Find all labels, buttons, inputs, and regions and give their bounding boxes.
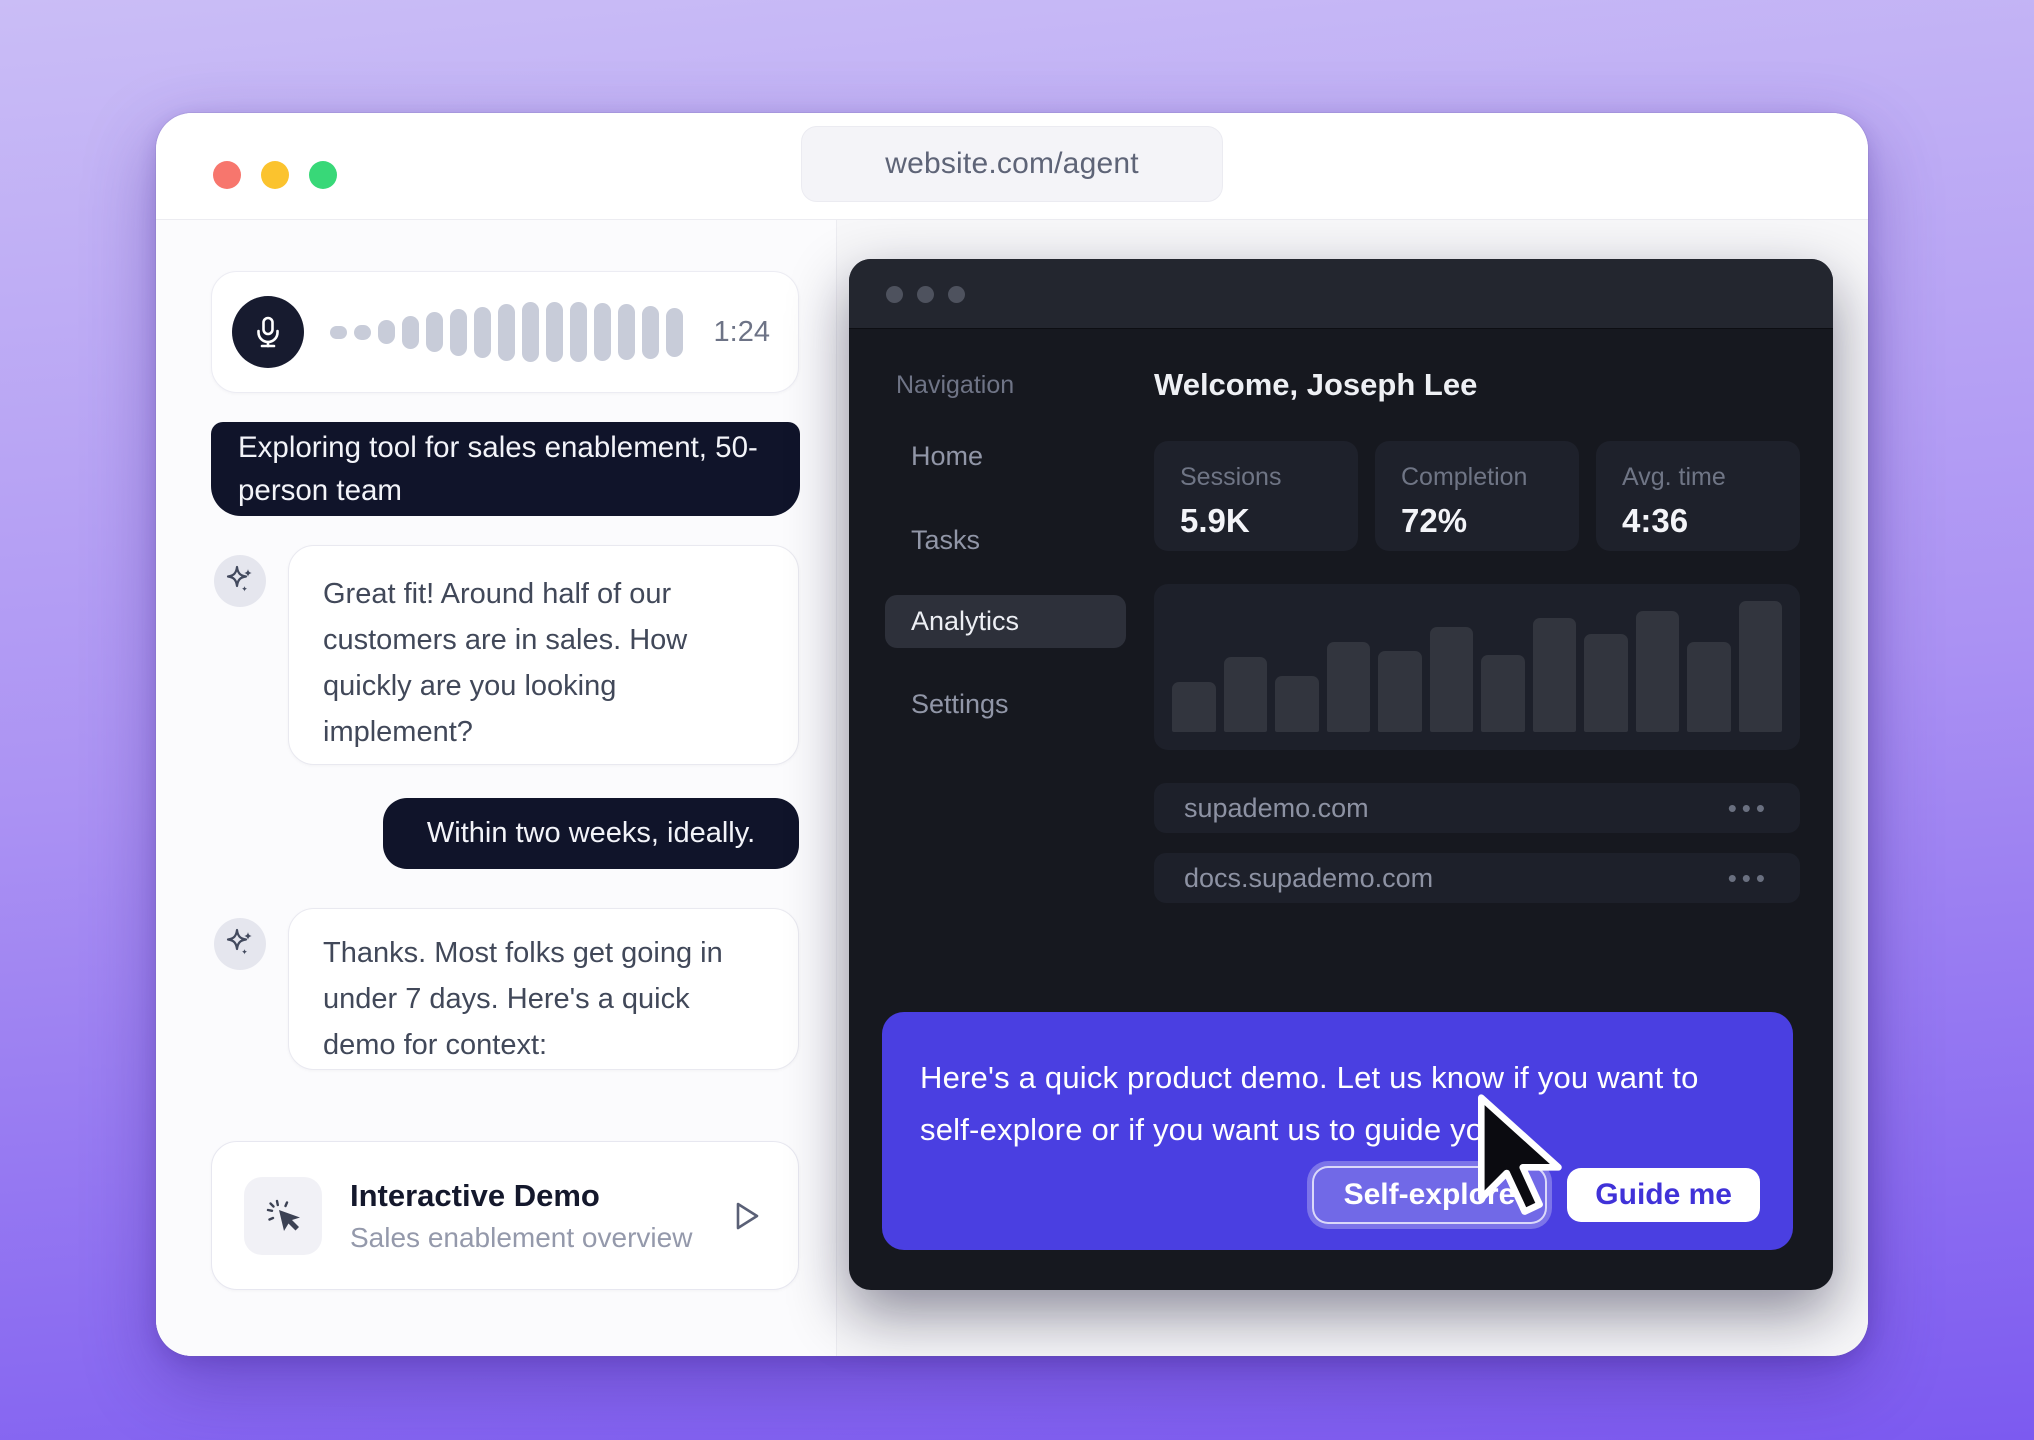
bar <box>1326 642 1370 732</box>
overlay-buttons: Self-explore Guide me <box>1311 1166 1760 1224</box>
cursor-pointer-icon <box>1472 1093 1564 1226</box>
bar <box>1738 601 1782 732</box>
bar <box>354 324 371 340</box>
bar <box>450 308 467 356</box>
url-text: website.com/agent <box>885 147 1139 180</box>
app-window-controls <box>886 259 965 329</box>
bar <box>1687 642 1731 732</box>
user-message-1: Exploring tool for sales enablement, 50-… <box>211 422 800 516</box>
zoom-window-icon[interactable] <box>309 161 337 189</box>
ai-message-1-text: Great fit! Around half of our customers … <box>323 578 688 748</box>
bar <box>1275 676 1319 732</box>
microphone-icon <box>232 296 304 368</box>
stat-value: 4:36 <box>1622 502 1689 539</box>
interactive-demo-card[interactable]: Interactive Demo Sales enablement overvi… <box>211 1141 799 1290</box>
stat-label: Avg. time <box>1622 463 1726 491</box>
bar <box>666 307 683 357</box>
stat-value: 5.9K <box>1180 502 1250 539</box>
bar <box>378 320 395 344</box>
bar <box>618 304 635 360</box>
stat-label: Sessions <box>1180 463 1282 491</box>
window-controls <box>213 161 337 189</box>
guide-me-button[interactable]: Guide me <box>1567 1168 1760 1222</box>
user-message-2: Within two weeks, ideally. <box>383 798 799 869</box>
bar <box>570 302 587 362</box>
sidebar-item-settings[interactable]: Settings <box>911 689 1009 719</box>
ellipsis-menu-icon[interactable]: ••• <box>1727 862 1770 893</box>
ai-avatar <box>214 555 266 607</box>
window-dot-icon <box>948 285 965 303</box>
stats-row: Sessions 5.9K Completion 72% Avg. time 4… <box>1154 441 1800 551</box>
ai-avatar <box>214 918 266 970</box>
bar <box>642 305 659 359</box>
bar <box>330 325 347 339</box>
sidebar-item-analytics-label: Analytics <box>911 606 1020 636</box>
sidebar-heading: Navigation <box>896 371 1015 399</box>
browser-header: website.com/agent <box>156 113 1868 220</box>
address-bar[interactable]: website.com/agent <box>801 126 1223 202</box>
sidebar-item-home[interactable]: Home <box>911 441 984 471</box>
bar <box>1378 651 1422 732</box>
bar <box>498 303 515 361</box>
overlay-message: Here's a quick product demo. Let us know… <box>920 1060 1699 1147</box>
self-explore-button[interactable]: Self-explore <box>1311 1166 1548 1224</box>
bar <box>594 303 611 361</box>
demo-overlay: Here's a quick product demo. Let us know… <box>882 1012 1793 1250</box>
close-window-icon[interactable] <box>213 161 241 189</box>
demo-card-texts: Interactive Demo Sales enablement overvi… <box>350 1178 692 1254</box>
bar <box>1635 611 1679 732</box>
ai-message-1: Great fit! Around half of our customers … <box>288 545 799 765</box>
bar <box>1584 634 1628 732</box>
window-dot-icon <box>886 285 903 303</box>
domain-name: docs.supademo.com <box>1184 862 1434 893</box>
bar <box>474 306 491 358</box>
domain-name: supademo.com <box>1184 792 1369 823</box>
bar <box>402 315 419 349</box>
voice-duration: 1:24 <box>713 315 770 348</box>
sidebar-item-analytics[interactable]: Analytics <box>885 595 1126 648</box>
app-window: Navigation Home Tasks Analytics Settings… <box>849 259 1833 1290</box>
bar <box>1532 618 1576 732</box>
stat-card-avg-time: Avg. time 4:36 <box>1596 441 1800 551</box>
bar <box>1172 682 1216 732</box>
bar <box>1481 655 1525 732</box>
welcome-heading: Welcome, Joseph Lee <box>1154 367 1478 402</box>
chart-bars <box>1172 598 1782 732</box>
ai-message-2: Thanks. Most folks get going in under 7 … <box>288 908 799 1070</box>
bar <box>546 302 563 362</box>
bar <box>426 312 443 352</box>
user-message-2-text: Within two weeks, ideally. <box>426 817 756 849</box>
bar <box>522 302 539 362</box>
demo-subtitle: Sales enablement overview <box>350 1221 693 1253</box>
bar <box>1429 627 1473 732</box>
stat-card-completion: Completion 72% <box>1375 441 1579 551</box>
user-message-1-text: Exploring tool for sales enablement, 50-… <box>238 431 758 507</box>
play-icon[interactable] <box>724 1195 766 1237</box>
voice-message[interactable]: 1:24 <box>211 271 799 393</box>
demo-title: Interactive Demo <box>350 1177 600 1213</box>
domain-row[interactable]: supademo.com ••• <box>1154 783 1800 833</box>
stat-card-sessions: Sessions 5.9K <box>1154 441 1358 551</box>
window-dot-icon <box>917 285 934 303</box>
sparkles-icon <box>224 563 256 600</box>
domain-row[interactable]: docs.supademo.com ••• <box>1154 853 1800 903</box>
stat-value: 72% <box>1401 502 1468 539</box>
bar <box>1223 657 1267 732</box>
ai-message-2-text: Thanks. Most folks get going in under 7 … <box>323 937 723 1061</box>
stat-label: Completion <box>1401 463 1528 491</box>
sparkles-icon <box>224 926 256 963</box>
cursor-click-icon <box>244 1176 322 1255</box>
app-titlebar <box>849 259 1833 329</box>
ellipsis-menu-icon[interactable]: ••• <box>1727 792 1770 823</box>
voice-waveform <box>330 302 683 362</box>
guide-me-label: Guide me <box>1595 1178 1732 1211</box>
sidebar-item-tasks[interactable]: Tasks <box>911 525 981 555</box>
analytics-bar-chart <box>1154 584 1800 750</box>
minimize-window-icon[interactable] <box>261 161 289 189</box>
